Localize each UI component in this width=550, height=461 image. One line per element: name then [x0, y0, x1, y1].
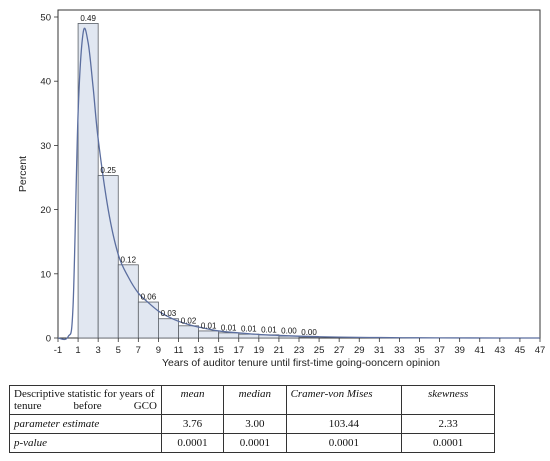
x-tick-label: 29 — [354, 345, 365, 356]
table-cell: 103.44 — [285, 414, 403, 434]
bar-value-label: 0.25 — [100, 166, 116, 175]
table-cell: 0.0001 — [401, 433, 495, 453]
x-tick-label: 35 — [414, 345, 425, 356]
x-tick-label: 1 — [75, 345, 80, 356]
y-tick-label: 20 — [40, 205, 51, 216]
x-tick-label: 47 — [535, 345, 546, 356]
table-row: parameter estimate 3.76 3.00 103.44 2.33 — [9, 414, 495, 434]
bars-group — [77, 23, 320, 339]
table-cell: 3.76 — [160, 414, 225, 434]
bar-value-label: 0.00 — [301, 328, 317, 337]
table-row: p-value 0.0001 0.0001 0.0001 0.0001 — [9, 433, 495, 453]
y-axis-ticks: 0 10 20 30 40 50 — [40, 13, 58, 345]
y-tick-label: 10 — [40, 269, 51, 280]
y-tick-label: 30 — [40, 141, 51, 152]
y-tick-label: 40 — [40, 77, 51, 88]
x-tick-label: 25 — [314, 345, 325, 356]
x-tick-label: 3 — [96, 345, 101, 356]
histogram-bar — [137, 301, 159, 339]
y-axis-title: Percent — [17, 156, 29, 192]
x-tick-label: 45 — [515, 345, 526, 356]
bar-value-label: 0.01 — [261, 325, 277, 334]
x-tick-label: 23 — [294, 345, 305, 356]
x-tick-label: 7 — [136, 345, 141, 356]
statistics-table: Descriptive statistic for years of tenur… — [9, 385, 495, 453]
table-row-label: p-value — [9, 433, 162, 453]
x-tick-label: 5 — [116, 345, 121, 356]
x-tick-label: 19 — [254, 345, 265, 356]
x-tick-label: 27 — [334, 345, 345, 356]
y-tick-label: 0 — [46, 334, 51, 345]
bar-labels-group: 0.49 0.25 0.12 0.06 0.03 0.02 0.01 0.01 0.01 0.01… — [80, 14, 317, 337]
histogram-bar — [158, 318, 179, 339]
bar-value-label: 0.01 — [201, 321, 217, 330]
x-tick-label: 11 — [174, 345, 184, 356]
x-tick-label: 31 — [374, 345, 385, 356]
x-tick-label: 39 — [454, 345, 465, 356]
x-tick-label: 43 — [495, 345, 506, 356]
x-tick-label: 15 — [213, 345, 224, 356]
table-cell: 3.00 — [223, 414, 287, 434]
table-cell: 0.0001 — [285, 433, 403, 453]
x-tick-label: -1 — [54, 345, 62, 356]
table-header-cell: Cramer-von Mises — [285, 385, 403, 415]
x-tick-label: 9 — [156, 345, 161, 356]
bar-value-label: 0.12 — [121, 255, 137, 264]
x-axis-title: Years of auditor tenure until first-time… — [162, 357, 440, 369]
bar-value-label: 0.02 — [181, 316, 197, 325]
histogram-bar — [218, 332, 240, 339]
histogram-bar — [198, 330, 220, 339]
x-axis-ticks: -1 1 3 5 7 9 11 13 15 17 19 21 23 25 27 29 31 33 35 37 39 41 4… — [54, 338, 546, 356]
table-row-label: parameter estimate — [9, 414, 162, 434]
density-curve-group — [57, 27, 541, 341]
table-header-cell: skewness — [401, 385, 495, 415]
histogram-bar — [97, 175, 119, 339]
x-tick-label: 21 — [274, 345, 285, 356]
histogram-bar — [178, 325, 199, 339]
x-tick-label: 33 — [394, 345, 405, 356]
bar-value-label: 0.00 — [281, 327, 297, 336]
bar-value-label: 0.01 — [241, 325, 257, 334]
table-header-cell: Descriptive statistic for years of tenur… — [9, 385, 162, 415]
histogram-chart: 0.49 0.25 0.12 0.06 0.03 0.02 0.01 0.01 0.01 0.01… — [17, 9, 546, 369]
table-cell: 0.0001 — [223, 433, 287, 453]
histogram-bar — [117, 264, 139, 339]
table-cell: 0.0001 — [160, 433, 225, 453]
x-tick-label: 17 — [233, 345, 244, 356]
table-cell: 2.33 — [401, 414, 495, 434]
bar-value-label: 0.01 — [221, 323, 237, 332]
bar-value-label: 0.06 — [141, 293, 157, 302]
histogram-bar — [77, 23, 99, 339]
table-header-row: Descriptive statistic for years of tenur… — [9, 385, 495, 415]
table-header-cell: median — [223, 385, 287, 415]
histogram-bar — [298, 336, 320, 339]
x-tick-label: 13 — [193, 345, 204, 356]
x-tick-label: 37 — [434, 345, 445, 356]
bar-value-label: 0.49 — [80, 14, 96, 23]
x-tick-label: 41 — [474, 345, 485, 356]
density-curve — [57, 27, 541, 341]
y-tick-label: 50 — [40, 13, 51, 24]
table-header-cell: mean — [160, 385, 225, 415]
bar-value-label: 0.03 — [161, 309, 177, 318]
